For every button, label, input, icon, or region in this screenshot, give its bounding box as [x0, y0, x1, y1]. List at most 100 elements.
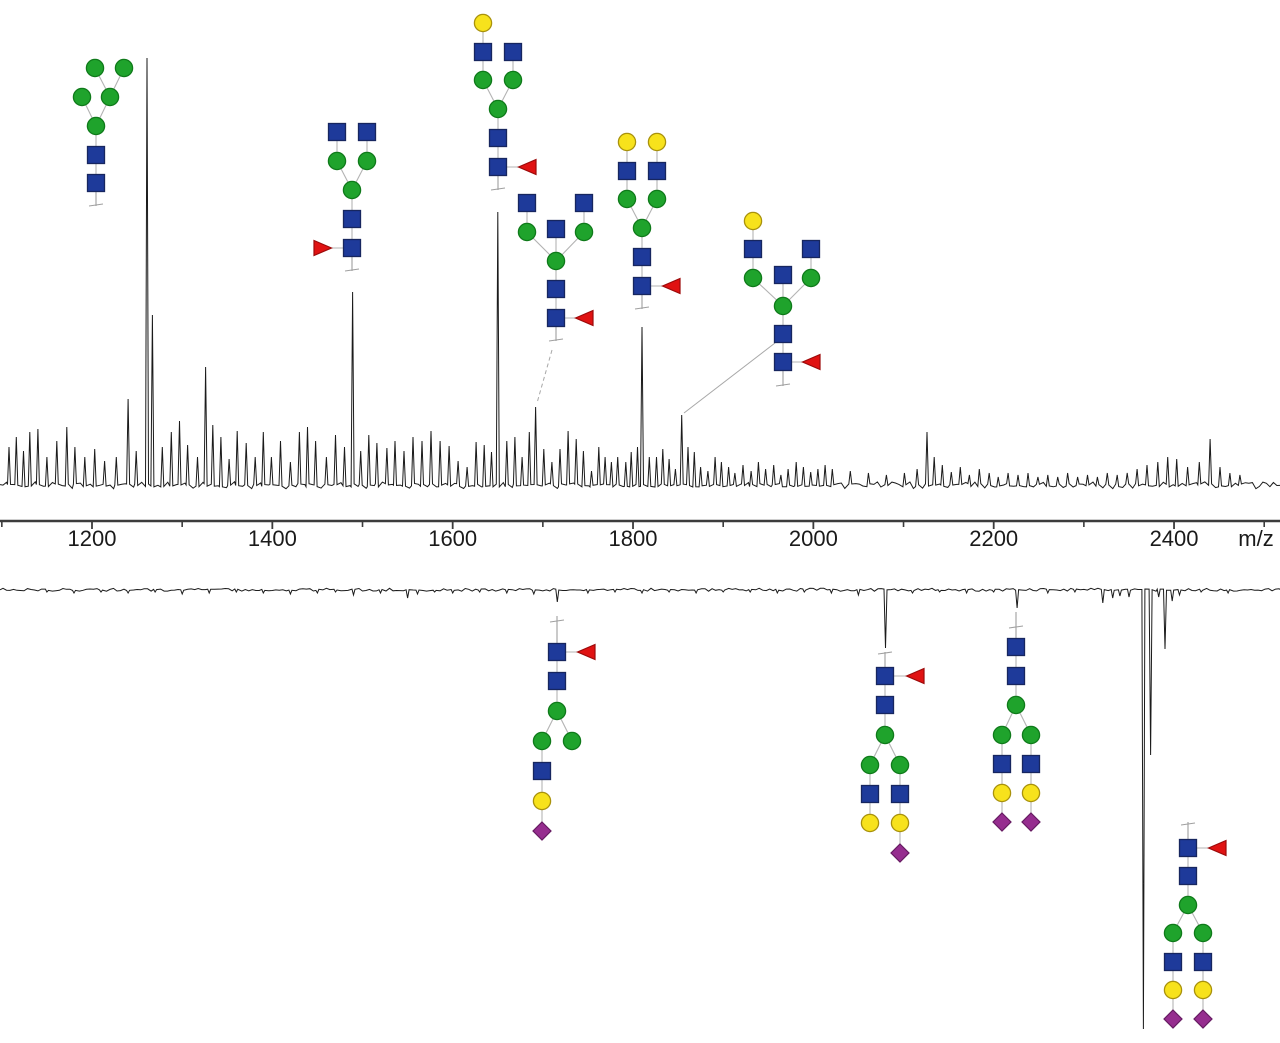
glcnac-symbol [773, 265, 793, 285]
glycan-fa2bg1 [683, 211, 821, 414]
glcnac-symbol [86, 173, 106, 193]
galactose-symbol [473, 13, 493, 33]
peak-pointer-line [536, 349, 553, 404]
axis-tick-label: 1200 [68, 526, 117, 551]
glcnac-symbol [773, 324, 793, 344]
mannose-symbol [743, 268, 763, 288]
glcnac-symbol [357, 122, 377, 142]
glcnac-symbol [532, 761, 552, 781]
glcnac-symbol [473, 42, 493, 62]
anchor-bar [775, 383, 791, 387]
mz-axis: 1200 1400 1600 1800 2000 2200 2400 m/z [0, 519, 1280, 551]
mannose-symbol [647, 189, 667, 209]
glcnac-symbol [1178, 866, 1198, 886]
galactose-symbol [890, 813, 910, 833]
mannose-symbol [100, 87, 120, 107]
mz-axis-unit-label: m/z [1238, 526, 1273, 551]
mannose-symbol [574, 222, 594, 242]
glycan-fa2 [313, 122, 377, 272]
mannose-symbol [875, 725, 895, 745]
peak-pointer-line [683, 342, 776, 414]
glcnac-symbol [1178, 838, 1198, 858]
glcnac-symbol [773, 352, 793, 372]
mannose-symbol [517, 222, 537, 242]
axis-tick-label: 2200 [969, 526, 1018, 551]
mannose-symbol [473, 70, 493, 90]
axis-tick-label: 2000 [789, 526, 838, 551]
glcnac-symbol [860, 784, 880, 804]
glcnac-symbol [488, 157, 508, 177]
top-spectrum-trace [0, 57, 1280, 490]
top-trace-path [0, 57, 1280, 490]
fucose-symbol [800, 353, 821, 371]
fucose-symbol [1206, 839, 1227, 857]
mannose-symbol [532, 731, 552, 751]
galactose-symbol [532, 791, 552, 811]
neu5ac-symbol [1163, 1009, 1183, 1029]
glcnac-symbol [546, 219, 566, 239]
anchor-bar [1180, 822, 1196, 826]
axis-tick-label: 1800 [609, 526, 658, 551]
glcnac-symbol [547, 671, 567, 691]
anchor-bar [490, 187, 506, 191]
mannose-symbol [1178, 895, 1198, 915]
glcnac-symbol [743, 239, 763, 259]
glcnac-symbol [546, 308, 566, 328]
mannose-symbol [1163, 923, 1183, 943]
mannose-symbol [801, 268, 821, 288]
glycan-fa2g2 [617, 132, 681, 310]
glycan-man5 [72, 58, 134, 207]
glcnac-symbol [647, 161, 667, 181]
axis-tick-label: 1600 [428, 526, 477, 551]
anchor-bar [88, 203, 104, 207]
fucose-symbol [660, 277, 681, 295]
anchor-bar [548, 338, 564, 342]
glcnac-symbol [1193, 952, 1213, 972]
mannose-symbol [488, 99, 508, 119]
galactose-symbol [617, 132, 637, 152]
mannose-symbol [632, 218, 652, 238]
anchor-bar [1008, 625, 1024, 629]
fucose-symbol [904, 667, 925, 685]
galactose-symbol [743, 211, 763, 231]
glcnac-symbol [327, 122, 347, 142]
galactose-symbol [992, 783, 1012, 803]
mannose-symbol [992, 725, 1012, 745]
glcnac-symbol [546, 279, 566, 299]
mannose-symbol [85, 58, 105, 78]
glycan-fa2b [517, 193, 594, 404]
glycan-a2g2s2 [992, 612, 1041, 832]
mannose-symbol [342, 180, 362, 200]
mannose-symbol [86, 116, 106, 136]
glcnac-symbol [342, 238, 362, 258]
glcnac-symbol [1163, 952, 1183, 972]
fucose-symbol [516, 158, 537, 176]
axis-tick-label: 1400 [248, 526, 297, 551]
glcnac-symbol [86, 145, 106, 165]
fucose-symbol [573, 309, 594, 327]
glcnac-symbol [875, 695, 895, 715]
fucose-symbol [575, 643, 596, 661]
anchor-bar [877, 651, 893, 655]
neu5ac-symbol [1021, 812, 1041, 832]
glcnac-symbol [632, 276, 652, 296]
mannose-symbol [1193, 923, 1213, 943]
glcnac-symbol [488, 128, 508, 148]
mannose-symbol [357, 151, 377, 171]
glcnac-symbol [342, 209, 362, 229]
anchor-bar [634, 306, 650, 310]
neu5ac-symbol [992, 812, 1012, 832]
glcnac-symbol [517, 193, 537, 213]
mannose-symbol [327, 151, 347, 171]
glcnac-symbol [801, 239, 821, 259]
bottom-trace-path [0, 587, 1280, 1030]
galactose-symbol [860, 813, 880, 833]
mannose-symbol [72, 87, 92, 107]
mannose-symbol [860, 755, 880, 775]
glcnac-symbol [890, 784, 910, 804]
glcnac-symbol [574, 193, 594, 213]
glcnac-symbol [1006, 666, 1026, 686]
anchor-bar [549, 619, 565, 623]
mannose-symbol [617, 189, 637, 209]
